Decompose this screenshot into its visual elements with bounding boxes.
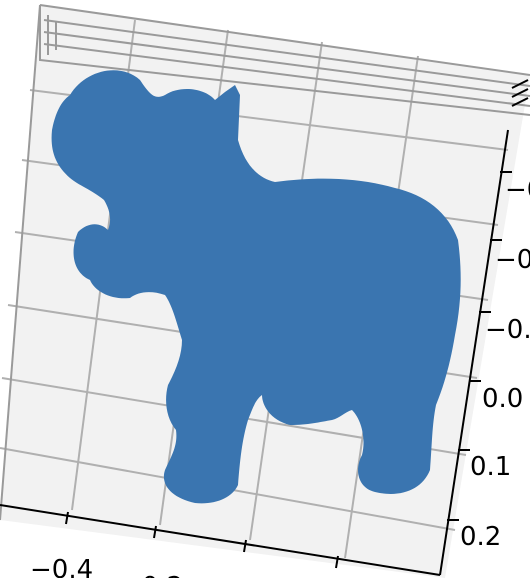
pane-edges	[0, 4, 530, 521]
x-axis-line	[0, 504, 441, 576]
x-tick	[335, 555, 339, 569]
y-ticks	[447, 171, 512, 521]
pane-edge	[39, 5, 530, 116]
y-tick-label: −0	[505, 175, 530, 205]
pane-edge	[39, 4, 530, 76]
x-tick-label: −0.2	[120, 572, 183, 578]
y-tick-label: 0.0	[482, 384, 523, 414]
top-tick-cluster	[511, 79, 529, 107]
y-tick-label: −0.	[485, 315, 530, 345]
top-tick	[511, 88, 529, 98]
x-tick	[243, 539, 247, 553]
pane-edge	[43, 31, 530, 97]
point-cloud-silhouette	[51, 70, 461, 504]
top-tick	[511, 97, 529, 107]
pane-edge	[0, 4, 41, 521]
x-ticks	[65, 511, 339, 569]
x-tick-label: −0.4	[30, 555, 93, 578]
y-tick-label: −0	[495, 245, 530, 275]
top-tick	[511, 79, 529, 89]
x-tick	[153, 525, 157, 539]
pane-edge	[43, 19, 530, 87]
y-axis-line	[439, 129, 509, 576]
y-tick-label: 0.1	[470, 452, 511, 482]
x-tick	[65, 511, 69, 525]
pane-edge	[43, 43, 530, 107]
y-tick-label: 0.2	[460, 522, 501, 552]
point-cloud	[51, 70, 461, 504]
